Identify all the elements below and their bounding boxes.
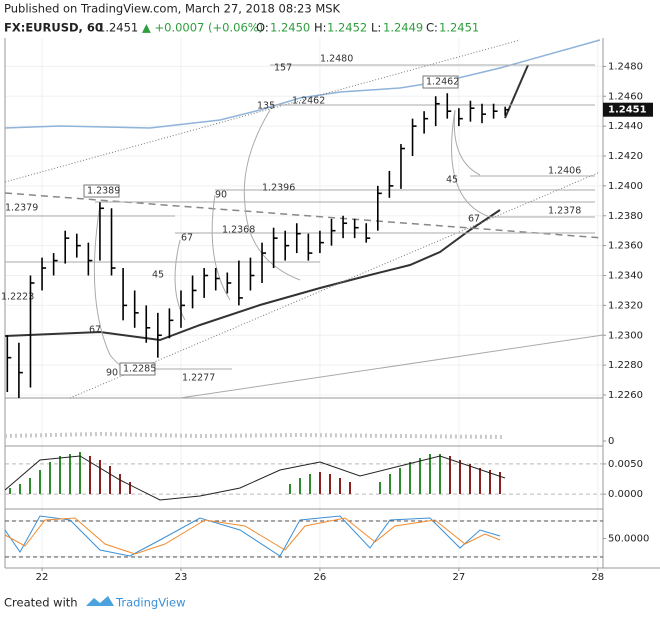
annotation: 67 xyxy=(181,233,193,244)
annotation: 45 xyxy=(446,175,458,186)
annotation: 90 xyxy=(215,190,227,201)
logo xyxy=(86,596,114,606)
annotation: 157 xyxy=(274,63,292,74)
annotation: 1.2406 xyxy=(548,166,581,177)
label-box xyxy=(119,362,156,376)
x-tick-label: 26 xyxy=(314,572,327,583)
label-box xyxy=(83,184,120,198)
overlays xyxy=(4,39,604,399)
quote-last: 1.2451 xyxy=(98,21,138,35)
annotation: 1.2285 xyxy=(123,364,156,375)
quote-value: 1.2450 xyxy=(270,21,310,35)
annotation: 1.2368 xyxy=(222,225,255,236)
quote-key: O: xyxy=(256,21,269,35)
footer: Created with TradingView xyxy=(4,596,185,610)
y-tick-label: 1.2460 xyxy=(608,91,643,102)
annotation: 1.2396 xyxy=(262,183,295,194)
panel-frame xyxy=(4,38,660,569)
y-tick-label: 1.2440 xyxy=(608,121,643,132)
y-tick-label: 1.2340 xyxy=(608,271,643,282)
y-tick-label: 0.0000 xyxy=(608,489,643,500)
quote-value: 1.2451 xyxy=(439,21,479,35)
y-tick-label: 0 xyxy=(608,436,614,447)
annotation: 45 xyxy=(152,270,164,281)
annotation: 1.2277 xyxy=(182,373,215,384)
quote-change: ▲ +0.0007 (+0.06%) xyxy=(142,21,263,35)
grid xyxy=(5,38,603,568)
annotation: 1.2223 xyxy=(1,292,34,303)
y-tick-label: 1.2480 xyxy=(608,61,643,72)
x-tick-label: 23 xyxy=(175,572,188,583)
y-tick-label: 50.0000 xyxy=(608,534,649,545)
y-tick-label: 1.2360 xyxy=(608,241,643,252)
y-tick-label: 1.2320 xyxy=(608,300,643,311)
published-line: Published on TradingView.com, March 27, … xyxy=(4,2,341,16)
y-tick-label: 1.2420 xyxy=(608,151,643,162)
quote-key: L: xyxy=(371,21,381,35)
footer-brand[interactable]: TradingView xyxy=(115,596,185,610)
y-tick-label: 1.2260 xyxy=(608,390,643,401)
label-box xyxy=(422,75,459,89)
annotation: 1.2378 xyxy=(548,206,581,217)
last-price-label: 1.2451 xyxy=(608,105,647,116)
y-tick-label: 1.2280 xyxy=(608,360,643,371)
annotation: 135 xyxy=(257,101,275,112)
annotation: 1.2480 xyxy=(320,54,353,65)
footer-text: Created with xyxy=(4,596,78,610)
annotations: 157 1.2480 135 1.2462 1.2462 1.2396 90 1… xyxy=(1,54,581,384)
y-tick-label: 1.2400 xyxy=(608,181,643,192)
symbol: FX:EURUSD, 60 xyxy=(4,21,103,35)
x-tick-label: 27 xyxy=(452,572,465,583)
y-tick-label: 0.0050 xyxy=(608,459,643,470)
last-price-box xyxy=(603,102,653,117)
annotation: 1.2389 xyxy=(87,186,120,197)
annotation: 67 xyxy=(468,214,480,225)
quote-key: C: xyxy=(426,21,438,35)
quote-value: 1.2449 xyxy=(383,21,423,35)
y-tick-label: 1.2300 xyxy=(608,330,643,341)
quote-key: H: xyxy=(314,21,327,35)
quote-value: 1.2452 xyxy=(327,21,367,35)
annotation: 1.2379 xyxy=(5,203,38,214)
y-tick-label: 1.2380 xyxy=(608,211,643,222)
indicators xyxy=(4,431,603,558)
annotation: 1.2462 xyxy=(426,77,459,88)
x-tick-label: 22 xyxy=(36,572,49,583)
annotation: 67 xyxy=(89,325,101,336)
annotation: 90 xyxy=(106,368,118,379)
x-tick-label: 28 xyxy=(591,572,604,583)
annotation: 1.2462 xyxy=(292,96,325,107)
